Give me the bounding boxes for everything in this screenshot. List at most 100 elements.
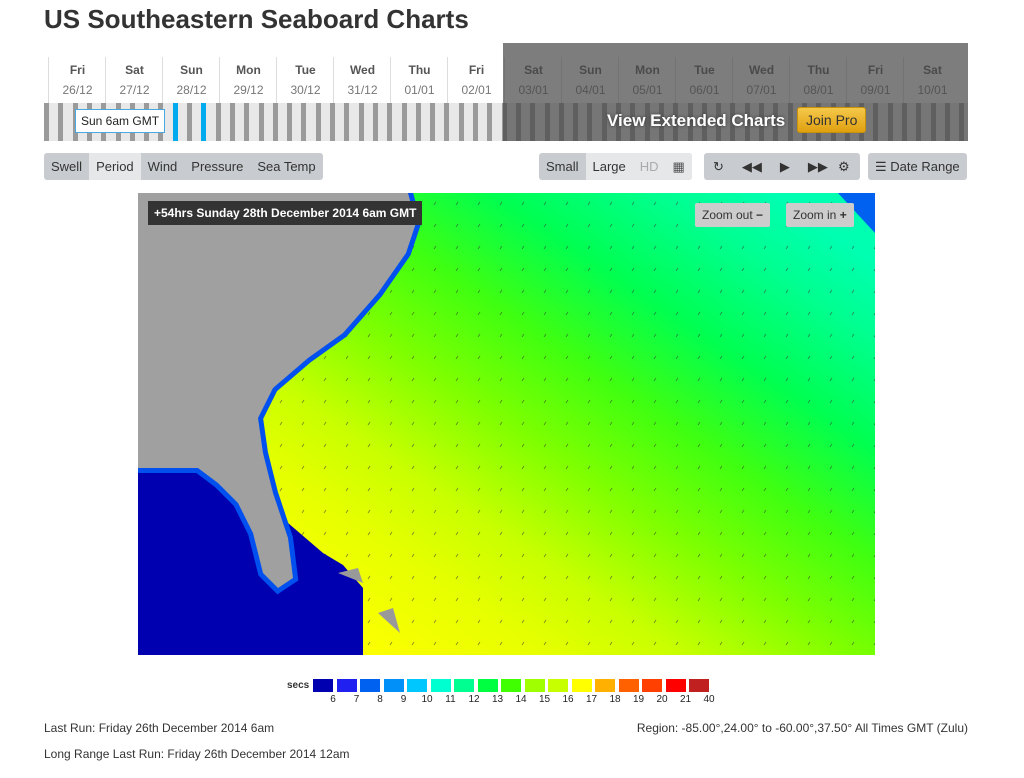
- timeline-step[interactable]: [287, 103, 293, 141]
- legend-swatch: [454, 679, 474, 692]
- timeline-day[interactable]: Fri 26/12: [48, 57, 106, 103]
- day-name: Tue: [295, 63, 316, 77]
- timeline-step[interactable]: [58, 103, 64, 141]
- land-fill: [138, 193, 416, 588]
- view-extended-charts-label: View Extended Charts: [607, 111, 786, 130]
- timeline-step[interactable]: [344, 103, 350, 141]
- day-name: Fri: [468, 63, 485, 77]
- legend-swatch: [642, 679, 662, 692]
- timeline-step[interactable]: [387, 103, 393, 141]
- timeline-step[interactable]: [444, 103, 450, 141]
- tab-wind[interactable]: Wind: [147, 159, 178, 174]
- timeline-step[interactable]: [229, 103, 235, 141]
- legend-value: 8: [377, 694, 383, 705]
- refresh-icon[interactable]: ↻: [713, 159, 724, 174]
- timeline-day[interactable]: Fri 02/01: [447, 57, 505, 103]
- timeline-step[interactable]: [172, 103, 178, 141]
- zoom-out-label: Zoom out: [702, 208, 753, 222]
- timeline-step[interactable]: [415, 103, 421, 141]
- timeline-step[interactable]: [372, 103, 378, 141]
- timeline-step[interactable]: [272, 103, 278, 141]
- legend-value: 19: [632, 694, 645, 705]
- long-range-last-run: Long Range Last Run: Friday 26th Decembe…: [44, 747, 350, 761]
- day-name: Fri: [69, 63, 86, 77]
- timeline-tooltip: Sun 6am GMT: [75, 109, 166, 133]
- timeline-step[interactable]: [187, 103, 192, 141]
- legend-value: 14: [515, 694, 527, 705]
- calendar-icon: ☰: [875, 159, 887, 174]
- timeline-day[interactable]: Sat 27/12: [105, 57, 163, 103]
- legend-swatch: [571, 679, 592, 692]
- size-small-button[interactable]: Small: [546, 159, 579, 174]
- timeline-step[interactable]: [358, 103, 364, 141]
- legend-value: 40: [703, 694, 715, 705]
- zoom-out-button[interactable]: Zoom out −: [695, 203, 771, 227]
- zoom-in-label: Zoom in: [793, 208, 837, 222]
- step-forward-icon[interactable]: ▶▶: [807, 159, 828, 174]
- legend-value: 16: [562, 694, 574, 705]
- legend-swatch: [407, 679, 427, 692]
- last-run: Last Run: Friday 26th December 2014 6am: [44, 721, 275, 735]
- legend-swatch: [689, 679, 709, 692]
- day-name: Sat: [125, 63, 144, 77]
- legend-value: 17: [585, 694, 598, 705]
- gear-icon[interactable]: ⚙: [838, 159, 850, 174]
- timeline-step[interactable]: [315, 103, 321, 141]
- timeline-day[interactable]: Tue 30/12: [276, 57, 334, 103]
- timeline-step[interactable]: [301, 103, 307, 141]
- day-name: Wed: [349, 63, 376, 77]
- playback-group: ↻ ◀◀ ▶ ▶▶: [704, 153, 837, 180]
- legend-swatch: [524, 679, 545, 692]
- timeline-step[interactable]: [215, 103, 221, 141]
- grid-icon[interactable]: ▦: [665, 153, 692, 180]
- timeline-step[interactable]: [201, 103, 207, 141]
- date-range-label: Date Range: [890, 159, 960, 174]
- timeline-step[interactable]: [258, 103, 264, 141]
- legend-swatch: [430, 679, 451, 692]
- timeline-step[interactable]: [473, 103, 478, 141]
- timeline[interactable]: Fri 26/12 Sat 27/12 Sun 28/12 Mon 29/12 Tue 30/12…: [44, 43, 968, 141]
- bahamas: [338, 568, 400, 633]
- timeline-step[interactable]: [330, 103, 335, 141]
- timeline-step[interactable]: [430, 103, 436, 141]
- date-range-content: ☰ Date Range: [868, 153, 967, 180]
- day-name: Thu: [408, 63, 431, 77]
- timeline-step[interactable]: [244, 103, 250, 141]
- gulf-of-mexico: [138, 455, 363, 655]
- size-group: Small Large HD ▦: [539, 153, 692, 180]
- legend-value: 10: [421, 694, 433, 705]
- tab-period[interactable]: Period: [89, 153, 141, 180]
- zoom-in-button[interactable]: Zoom in +: [786, 203, 854, 227]
- timeline-day[interactable]: Sun 28/12: [162, 57, 220, 103]
- day-date: 28/12: [176, 83, 207, 97]
- size-large-button[interactable]: Large: [585, 153, 633, 180]
- timeline-step[interactable]: [458, 103, 464, 141]
- timeline-step[interactable]: [44, 103, 49, 141]
- minus-icon: −: [756, 208, 764, 222]
- legend-value: 13: [491, 694, 504, 705]
- legend-value: 20: [656, 694, 668, 705]
- timeline-step[interactable]: [401, 103, 407, 141]
- legend-value: 18: [609, 694, 621, 705]
- timeline-step[interactable]: [487, 103, 493, 141]
- legend-value: 21: [679, 694, 692, 705]
- timeline-day[interactable]: Wed 31/12: [333, 57, 391, 103]
- plus-icon: +: [839, 208, 847, 222]
- extended-charts-overlay[interactable]: View Extended Charts Join Pro: [503, 43, 968, 141]
- step-back-icon[interactable]: ◀◀: [741, 159, 762, 174]
- tab-sea-temp[interactable]: Sea Temp: [257, 159, 316, 174]
- legend-value: 9: [400, 694, 407, 705]
- join-pro-button[interactable]: Join Pro: [797, 107, 867, 133]
- page-title: US Southeastern Seaboard Charts: [44, 4, 469, 34]
- play-icon[interactable]: ▶: [779, 159, 790, 174]
- day-date: 26/12: [62, 83, 93, 97]
- timeline-day[interactable]: Thu 01/01: [390, 57, 448, 103]
- legend-swatch: [360, 679, 380, 692]
- tab-pressure[interactable]: Pressure: [191, 159, 244, 174]
- date-range-button[interactable]: ☰ Date Range: [868, 153, 967, 180]
- legend-swatch: [618, 679, 639, 692]
- period-map[interactable]: +54hrs Sunday 28th December 2014 6am GMT…: [138, 193, 875, 655]
- tab-swell[interactable]: Swell: [51, 159, 83, 174]
- timeline-day[interactable]: Mon 29/12: [219, 57, 277, 103]
- size-hd-button[interactable]: HD: [632, 153, 666, 180]
